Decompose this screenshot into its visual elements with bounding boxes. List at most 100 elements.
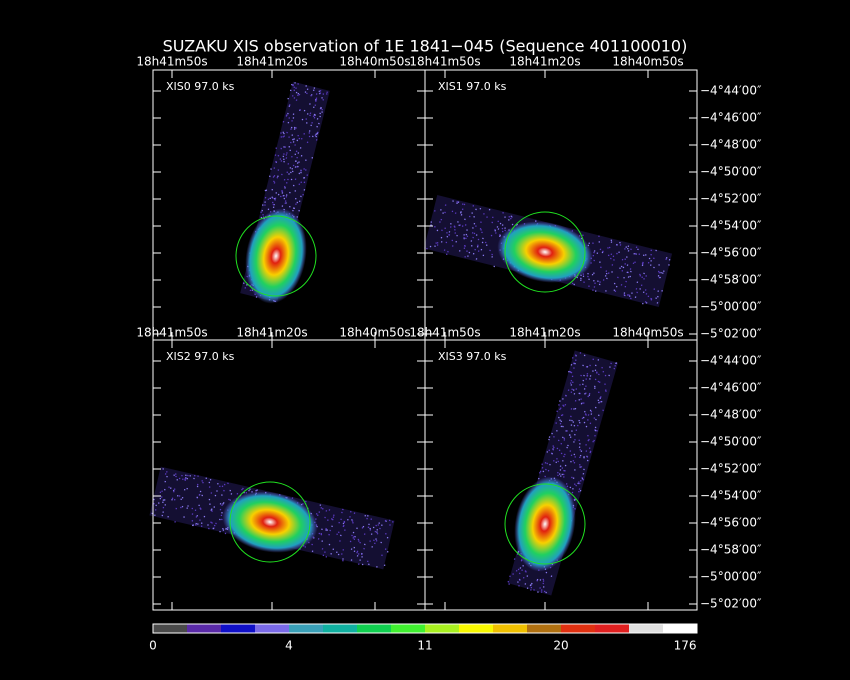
event-dot bbox=[641, 264, 644, 267]
event-dot bbox=[564, 453, 566, 456]
event-dot bbox=[497, 228, 500, 230]
region-circle bbox=[504, 483, 586, 565]
event-dot bbox=[229, 499, 232, 501]
event-dot bbox=[184, 479, 187, 482]
event-dot bbox=[311, 543, 313, 546]
event-dot bbox=[567, 389, 570, 391]
event-dot bbox=[572, 477, 575, 479]
event-dot bbox=[642, 291, 645, 294]
event-dot bbox=[588, 285, 590, 288]
event-dot bbox=[571, 357, 574, 359]
event-dot bbox=[340, 534, 342, 537]
event-dot bbox=[559, 465, 562, 467]
event-dot bbox=[582, 472, 585, 475]
event-dot bbox=[361, 527, 364, 529]
event-dot bbox=[286, 171, 289, 174]
event-dot bbox=[661, 290, 663, 292]
event-dot bbox=[575, 429, 578, 432]
event-dot bbox=[587, 275, 589, 278]
event-dot bbox=[630, 270, 632, 273]
event-dot bbox=[559, 475, 562, 477]
event-dot bbox=[578, 439, 581, 442]
event-dot bbox=[662, 272, 664, 274]
event-dot bbox=[475, 225, 477, 227]
event-dot bbox=[330, 553, 332, 555]
event-dot bbox=[160, 496, 163, 498]
event-dot bbox=[586, 372, 589, 375]
event-dot bbox=[180, 506, 182, 509]
colorbar-label: 4 bbox=[285, 639, 293, 653]
event-dot bbox=[597, 380, 600, 383]
event-dot bbox=[210, 508, 213, 510]
event-dot bbox=[322, 99, 325, 101]
event-dot bbox=[264, 189, 267, 192]
event-dot bbox=[288, 136, 290, 138]
event-dot bbox=[290, 141, 292, 144]
event-dot bbox=[594, 387, 596, 390]
event-dot bbox=[440, 218, 443, 221]
event-dot bbox=[569, 486, 572, 489]
event-dot bbox=[488, 208, 491, 211]
event-dot bbox=[580, 450, 583, 453]
event-dot bbox=[342, 508, 344, 511]
colorbar-swatch bbox=[663, 624, 698, 633]
event-dot bbox=[275, 160, 277, 163]
event-dot bbox=[589, 364, 591, 367]
event-dot bbox=[293, 86, 296, 89]
event-dot bbox=[364, 514, 367, 517]
event-dot bbox=[197, 523, 199, 525]
event-dot bbox=[593, 417, 596, 419]
event-dot bbox=[610, 239, 613, 242]
event-dot bbox=[659, 276, 661, 279]
event-dot bbox=[531, 582, 533, 585]
event-dot bbox=[639, 288, 641, 290]
event-dot bbox=[315, 513, 318, 515]
event-dot bbox=[464, 218, 466, 221]
event-dot bbox=[459, 224, 461, 226]
event-dot bbox=[273, 167, 276, 169]
event-dot bbox=[548, 436, 551, 438]
event-dot bbox=[292, 209, 294, 212]
event-dot bbox=[578, 482, 581, 485]
event-dot bbox=[504, 229, 506, 232]
event-dot bbox=[668, 258, 671, 261]
event-dot bbox=[580, 277, 582, 280]
event-dot bbox=[223, 483, 226, 486]
event-dot bbox=[494, 229, 497, 232]
event-dot bbox=[333, 514, 335, 517]
event-dot bbox=[311, 156, 314, 159]
event-dot bbox=[647, 295, 650, 298]
event-dot bbox=[319, 115, 321, 118]
event-dot bbox=[582, 364, 584, 367]
event-dot bbox=[363, 547, 365, 550]
colorbar-label: 20 bbox=[553, 639, 568, 653]
event-dot bbox=[198, 493, 201, 496]
event-dot bbox=[561, 473, 564, 476]
event-dot bbox=[274, 154, 277, 156]
event-dot bbox=[564, 464, 567, 467]
event-dot bbox=[186, 477, 189, 480]
event-dot bbox=[561, 467, 564, 469]
event-dot bbox=[637, 248, 639, 251]
event-dot bbox=[605, 270, 608, 272]
event-dot bbox=[287, 121, 290, 124]
event-dot bbox=[337, 531, 340, 534]
event-dot bbox=[629, 268, 632, 270]
event-dot bbox=[217, 482, 219, 485]
event-dot bbox=[181, 474, 183, 477]
event-dot bbox=[548, 438, 550, 441]
event-dot bbox=[213, 506, 216, 508]
event-dot bbox=[214, 494, 217, 497]
event-dot bbox=[299, 147, 302, 149]
event-dot bbox=[556, 410, 558, 413]
event-dot bbox=[222, 529, 225, 531]
event-dot bbox=[604, 389, 607, 391]
event-dot bbox=[285, 115, 288, 117]
event-dot bbox=[293, 126, 296, 129]
event-dot bbox=[624, 263, 626, 265]
event-dot bbox=[574, 498, 576, 501]
event-dot bbox=[587, 434, 589, 437]
event-dot bbox=[352, 522, 354, 524]
event-dot bbox=[295, 87, 297, 89]
event-dot bbox=[457, 221, 459, 223]
